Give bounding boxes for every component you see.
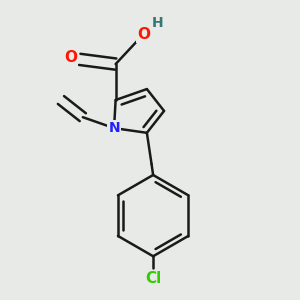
Text: Cl: Cl xyxy=(145,271,161,286)
Text: N: N xyxy=(108,121,120,135)
Text: H: H xyxy=(152,16,164,30)
Text: O: O xyxy=(137,27,150,42)
Text: O: O xyxy=(64,50,77,65)
